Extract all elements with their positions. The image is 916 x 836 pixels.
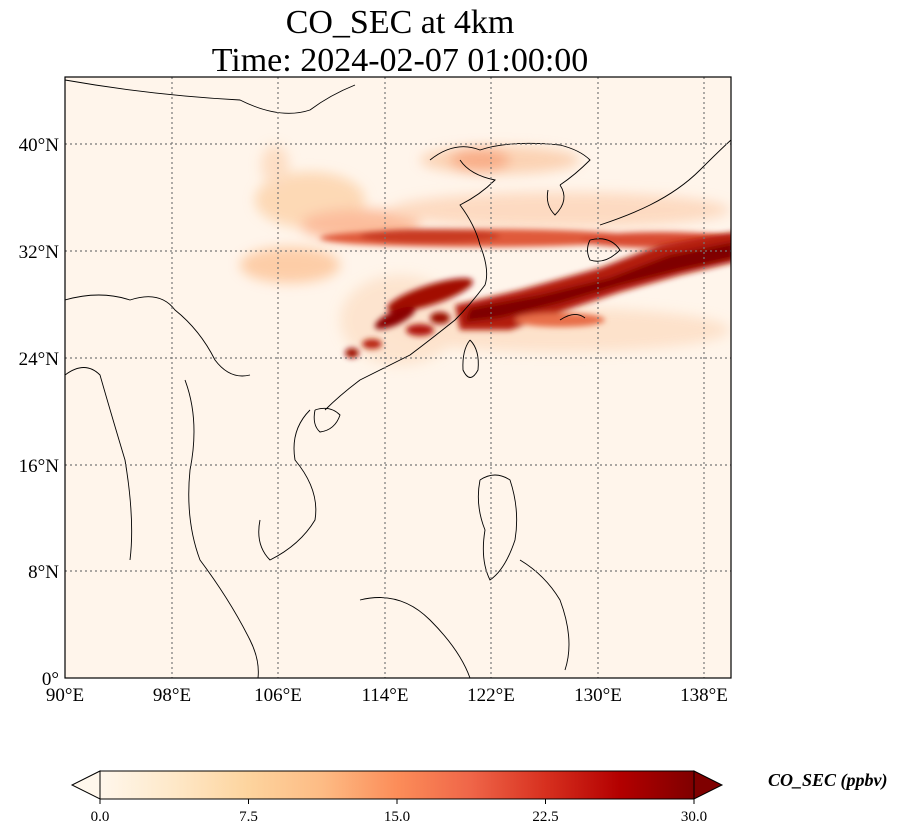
co-concentration-field	[240, 145, 731, 365]
colorbar-tick-0: 0.0	[91, 809, 110, 825]
lon-tick-106e: 106°E	[254, 685, 302, 706]
map-title: CO_SEC at 4km	[285, 4, 515, 41]
colorbar-tick-15: 15.0	[384, 809, 410, 825]
lat-tick-24n: 24°N	[19, 349, 60, 370]
lon-tick-130e: 130°E	[574, 685, 622, 706]
map-subtitle: Time: 2024-02-07 01:00:00	[211, 42, 589, 79]
colorbar: 0.0 7.5 15.0 22.5 30.0	[70, 770, 724, 825]
colorbar-max-extend	[693, 770, 724, 800]
colorbar-gradient	[100, 771, 694, 799]
lon-tick-138e: 138°E	[680, 685, 728, 706]
gridlines	[65, 77, 731, 678]
lon-tick-122e: 122°E	[467, 685, 515, 706]
colorbar-label: CO_SEC (ppbv)	[768, 770, 888, 790]
lon-tick-90e: 90°E	[46, 685, 84, 706]
lat-tick-40n: 40°N	[19, 135, 60, 156]
colorbar-min-extend	[70, 770, 101, 800]
lat-tick-16n: 16°N	[19, 456, 60, 477]
lon-tick-114e: 114°E	[362, 685, 409, 706]
map-frame	[64, 76, 732, 679]
lon-tick-98e: 98°E	[153, 685, 191, 706]
lat-tick-32n: 32°N	[19, 242, 60, 263]
colorbar-tick-30: 30.0	[681, 809, 707, 825]
coastlines	[65, 79, 731, 678]
lat-tick-0: 0°	[42, 669, 59, 690]
colorbar-tick-22-5: 22.5	[532, 809, 558, 825]
colorbar-tick-7-5: 7.5	[239, 809, 258, 825]
map-background	[65, 77, 731, 678]
lat-tick-8n: 8°N	[28, 562, 59, 583]
